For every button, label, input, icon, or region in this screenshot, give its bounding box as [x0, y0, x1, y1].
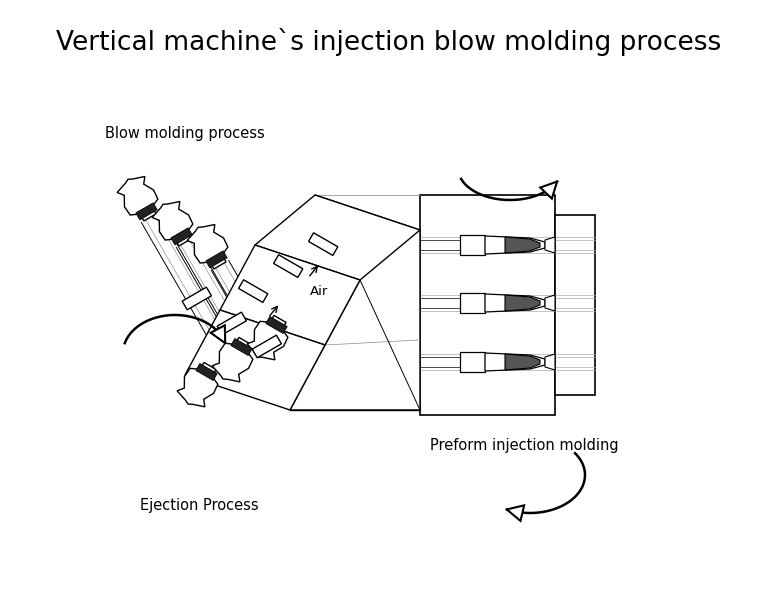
Polygon shape	[273, 255, 303, 277]
Polygon shape	[252, 335, 281, 358]
Polygon shape	[206, 251, 227, 268]
Polygon shape	[247, 316, 288, 360]
Polygon shape	[185, 310, 325, 410]
Polygon shape	[460, 293, 485, 313]
Text: Preform injection molding: Preform injection molding	[430, 438, 619, 453]
Polygon shape	[485, 353, 545, 371]
Polygon shape	[555, 215, 595, 395]
Polygon shape	[460, 235, 485, 255]
Polygon shape	[177, 362, 218, 407]
Polygon shape	[187, 225, 227, 269]
Polygon shape	[210, 325, 225, 343]
Polygon shape	[545, 295, 555, 311]
Polygon shape	[420, 195, 555, 415]
Polygon shape	[220, 245, 360, 345]
Polygon shape	[136, 203, 157, 220]
Polygon shape	[485, 294, 545, 312]
Text: Vertical machine`s injection blow molding process: Vertical machine`s injection blow moldin…	[56, 28, 721, 56]
Polygon shape	[541, 181, 557, 199]
Polygon shape	[255, 195, 420, 280]
Polygon shape	[266, 317, 287, 333]
Polygon shape	[505, 237, 540, 253]
Polygon shape	[117, 177, 158, 221]
Polygon shape	[485, 236, 545, 254]
Polygon shape	[182, 287, 211, 310]
Polygon shape	[460, 352, 485, 372]
Polygon shape	[231, 339, 252, 355]
Polygon shape	[507, 505, 524, 521]
Polygon shape	[212, 337, 253, 382]
Text: Air: Air	[310, 285, 329, 298]
Polygon shape	[290, 195, 420, 410]
Polygon shape	[505, 295, 540, 311]
Text: Ejection Process: Ejection Process	[140, 498, 259, 513]
Polygon shape	[171, 228, 192, 245]
Polygon shape	[196, 363, 217, 381]
Polygon shape	[238, 280, 268, 303]
Polygon shape	[308, 233, 338, 255]
Polygon shape	[505, 354, 540, 370]
Polygon shape	[545, 354, 555, 370]
Polygon shape	[217, 312, 246, 335]
Polygon shape	[545, 237, 555, 253]
Polygon shape	[152, 202, 193, 246]
Text: Blow molding process: Blow molding process	[105, 126, 265, 141]
